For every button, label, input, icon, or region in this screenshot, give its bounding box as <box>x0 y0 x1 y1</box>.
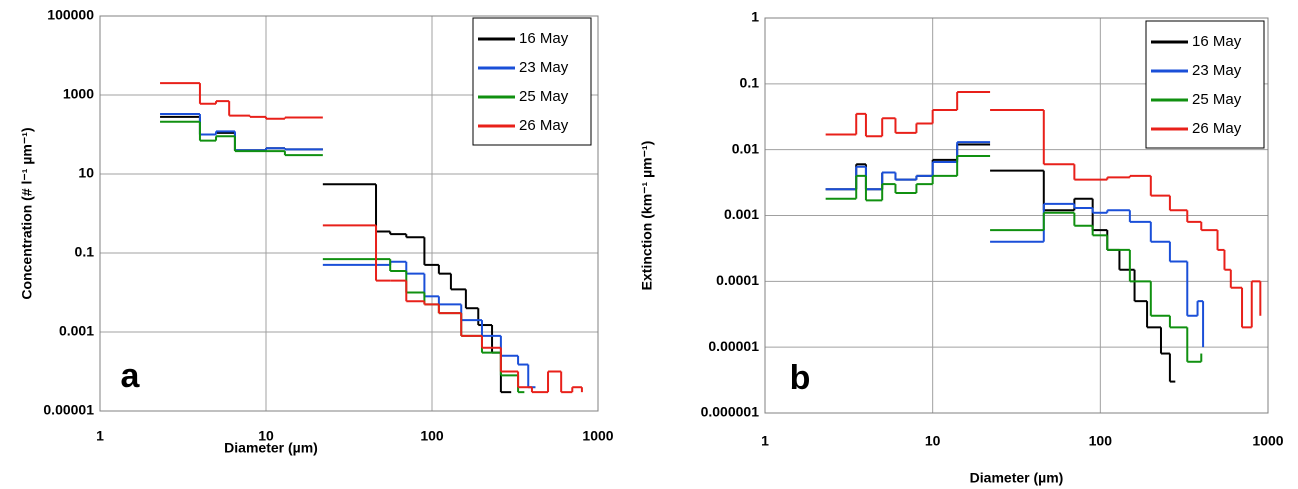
y-tick-label: 0.00001 <box>708 338 759 354</box>
panel-label: b <box>790 359 811 397</box>
legend-label: 16 May <box>1192 33 1242 50</box>
x-tick-label: 100 <box>420 428 444 444</box>
legend-label: 26 May <box>1192 120 1242 137</box>
y-tick-label: 0.1 <box>740 75 760 91</box>
legend-label: 25 May <box>519 88 569 105</box>
legend-label: 16 May <box>519 30 569 47</box>
y-tick-label: 0.0001 <box>716 272 759 288</box>
y-tick-label: 0.1 <box>75 244 95 260</box>
y-tick-label: 0.001 <box>724 206 759 222</box>
y-tick-label: 1000 <box>63 86 94 102</box>
y-tick-label: 0.00001 <box>43 402 94 418</box>
legend-label: 23 May <box>519 59 569 76</box>
plot-frame <box>764 17 1269 414</box>
x-tick-label: 1 <box>761 433 769 449</box>
panel-label: a <box>121 357 141 395</box>
y-tick-label: 0.000001 <box>701 404 760 420</box>
plot-frame <box>99 15 599 412</box>
y-tick-label: 0.001 <box>59 323 94 339</box>
y-tick-label: 0.01 <box>732 140 759 156</box>
x-tick-label: 100 <box>1089 433 1113 449</box>
y-axis-label: Extinction (km⁻¹ µm⁻¹) <box>639 141 655 291</box>
y-axis-label: Concentration (# l⁻¹ µm⁻¹) <box>19 127 35 299</box>
x-tick-label: 1000 <box>1252 433 1283 449</box>
x-tick-label: 1 <box>96 428 104 444</box>
legend-label: 26 May <box>519 117 569 134</box>
y-tick-label: 100000 <box>47 7 94 23</box>
x-axis-label: Diameter (µm) <box>970 470 1064 486</box>
legend-label: 25 May <box>1192 91 1242 108</box>
y-tick-label: 1 <box>751 9 759 25</box>
x-axis-label: Diameter (µm) <box>224 440 318 456</box>
y-tick-label: 10 <box>78 165 94 181</box>
legend-label: 23 May <box>1192 62 1242 79</box>
x-tick-label: 1000 <box>582 428 613 444</box>
x-tick-label: 10 <box>925 433 941 449</box>
x-tick-label: 10 <box>258 428 274 444</box>
